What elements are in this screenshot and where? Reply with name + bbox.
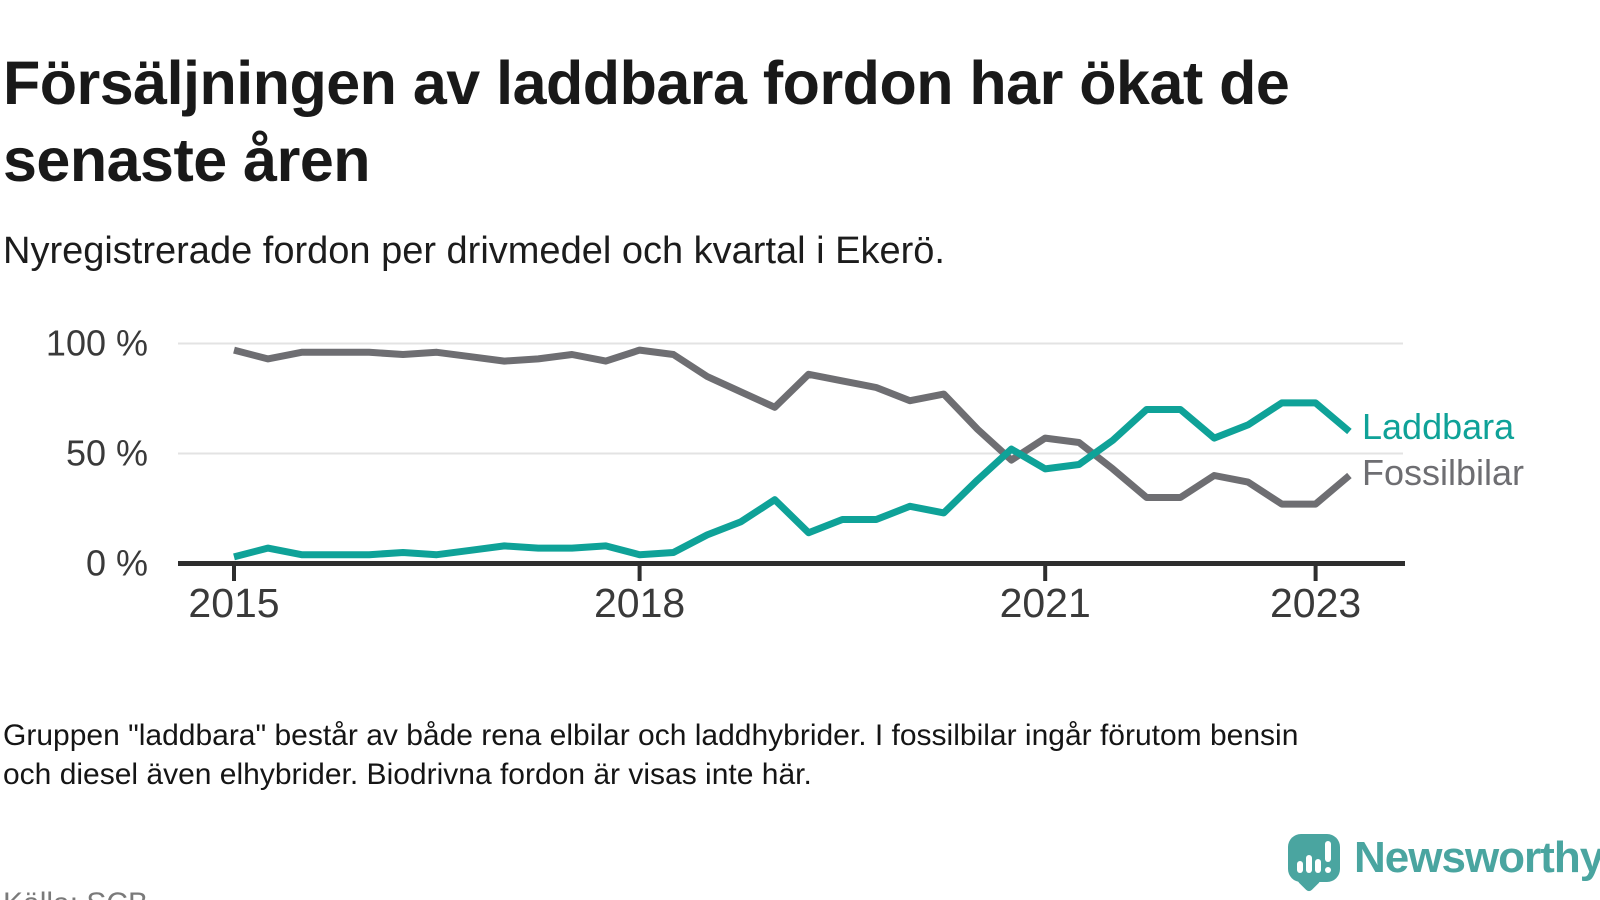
bar-chart-glyph <box>1306 855 1312 873</box>
ytick-label-0: 0 % <box>86 543 148 584</box>
xtick-label-2018: 2018 <box>594 580 685 626</box>
title-line-1: Försäljningen av laddbara fordon har öka… <box>3 48 1290 117</box>
xtick-label-2023: 2023 <box>1270 580 1361 626</box>
newsworthy-logo-text: Newsworthy <box>1354 833 1600 882</box>
footnote-line-1: Gruppen "laddbara" består av både rena e… <box>3 719 1299 752</box>
newsworthy-logo-icon <box>1288 834 1340 893</box>
legend-laddbara: Laddbara <box>1362 406 1515 447</box>
source-attribution: Källa: SCB <box>3 887 148 900</box>
chart-footnote: Gruppen "laddbara" består av både rena e… <box>3 716 1593 794</box>
title-line-2: senaste åren <box>3 125 371 194</box>
bar-chart-glyph <box>1315 859 1321 873</box>
bar-chart-glyph <box>1297 861 1303 873</box>
chart-subtitle: Nyregistrerade fordon per drivmedel och … <box>3 230 945 272</box>
xtick-label-2015: 2015 <box>188 580 279 626</box>
footnote-line-2: och diesel även elhybrider. Biodrivna fo… <box>3 758 812 791</box>
exclamation-glyph <box>1325 841 1331 862</box>
fossilbilar-line <box>233 346 1352 508</box>
ytick-label-50: 50 % <box>66 433 148 474</box>
laddbara-line <box>233 399 1352 561</box>
newsworthy-logo: Newsworthy <box>1288 833 1600 893</box>
exclamation-dot <box>1325 867 1331 873</box>
xtick-label-2021: 2021 <box>1000 580 1091 626</box>
page-title: Försäljningen av laddbara fordon har öka… <box>3 45 1563 199</box>
legend-fossilbilar: Fossilbilar <box>1362 452 1525 493</box>
ytick-label-100: 100 % <box>46 323 148 364</box>
